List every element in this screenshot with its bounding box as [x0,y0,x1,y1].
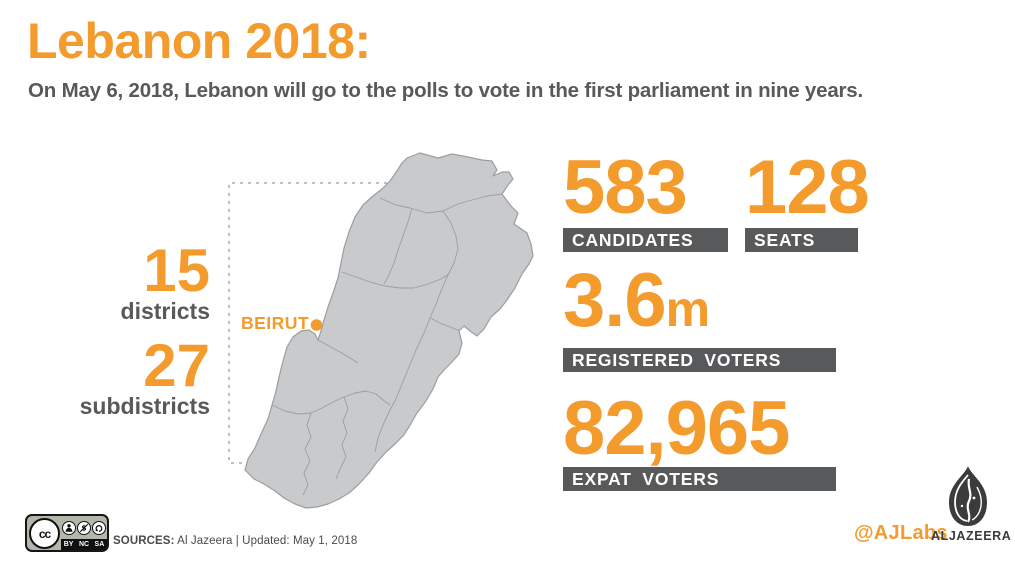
district-borders [271,193,503,496]
subdistricts-label: subdistricts [79,393,210,419]
stat-row-candidates-seats: 583 CANDIDATES 128 SEATS [563,145,870,252]
registered-suffix: m [665,281,711,337]
expat-label: EXPAT VOTERS [563,467,836,491]
cc-icon: cc [29,518,60,549]
ajlabs-handle: @AJLabs [854,522,948,544]
sources-label: SOURCES: [113,535,175,547]
cc-nc-icon: $ [76,521,91,535]
registered-value: 3.6m [563,258,711,343]
registered-label: REGISTERED VOTERS [563,348,836,372]
expat-value: 82,965 [563,386,790,471]
cc-sa-label: SA [94,541,105,548]
districts-label: districts [120,298,210,324]
cc-nc-label: NC [78,541,90,548]
page-title: Lebanon 2018: [27,13,371,69]
candidates-value: 583 [563,145,688,230]
dashed-frame [228,182,403,464]
lebanon-map [228,152,534,509]
cc-by-icon [61,521,76,535]
cc-by-label: BY [63,541,74,548]
seats-value: 128 [745,145,870,230]
districts-value: 15 [143,237,210,304]
district-stats: 15 districts 27 subdistricts [38,237,210,420]
stat-expat-voters: 82,965 EXPAT VOTERS [563,390,836,491]
sources-line: SOURCES: Al Jazeera | Updated: May 1, 20… [113,535,357,547]
stat-registered-voters: 3.6m REGISTERED VOTERS [563,262,836,372]
sources-text: Al Jazeera | Updated: May 1, 2018 [174,535,358,547]
aljazeera-logo-icon [949,466,987,526]
aljazeera-wordmark: ALJAZEERA [931,529,1012,543]
beirut-label: BEIRUT [241,313,310,333]
cc-labels: BY NC SA [61,539,107,550]
candidates-label: CANDIDATES [563,228,728,252]
seats-label: SEATS [745,228,858,252]
country-shape [244,152,534,509]
cc-license-badge: cc $ BY NC SA [25,514,109,552]
stat-candidates: 583 CANDIDATES [563,148,728,252]
page-subtitle: On May 6, 2018, Lebanon will go to the p… [28,79,863,102]
beirut-marker-dot [310,319,323,331]
stat-seats: 128 SEATS [745,145,870,252]
cc-sa-icon [92,521,107,535]
subdistricts-value: 27 [143,332,210,399]
